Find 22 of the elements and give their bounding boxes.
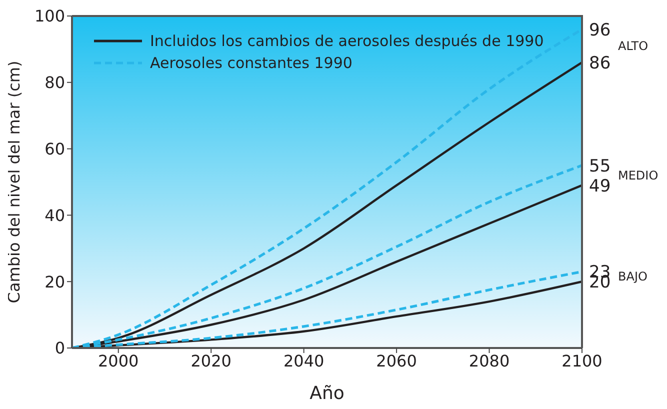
x-tick-label: 2060: [376, 351, 417, 370]
legend-label: Aerosoles constantes 1990: [150, 54, 352, 72]
x-tick-label: 2080: [468, 351, 510, 370]
data-label: 49: [589, 176, 611, 196]
y-tick-label: 40: [44, 206, 65, 225]
data-label: 96: [589, 20, 611, 40]
x-tick-label: 2100: [562, 351, 602, 370]
data-label: 86: [589, 53, 611, 74]
y-tick-label: 20: [44, 272, 65, 292]
data-label: 55: [589, 156, 611, 176]
x-tick-label: 2040: [283, 351, 324, 370]
text: BAJO: [618, 270, 648, 284]
text: MEDIO: [618, 168, 658, 182]
legend-label: Incluidos los cambios de aerosoles después de 1990: [150, 32, 544, 50]
x-tick-label: 2020: [190, 351, 232, 370]
text: ALTO: [618, 38, 648, 53]
x-tick-label: 2000: [98, 351, 139, 370]
y-tick-label: 100: [34, 6, 65, 26]
y-tick-label: 80: [44, 73, 65, 92]
y-tick-label: 60: [44, 139, 65, 158]
y-tick-label: 0: [54, 338, 65, 358]
x-axis-title: Año: [310, 383, 344, 404]
